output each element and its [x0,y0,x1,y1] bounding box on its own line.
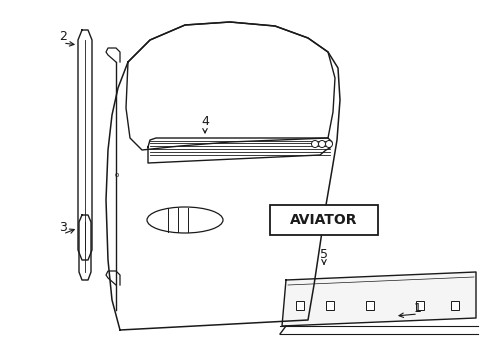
Bar [415,301,423,310]
Text: o: o [115,172,119,178]
Text: 5: 5 [319,248,327,261]
FancyBboxPatch shape [269,205,377,235]
Bar [325,301,333,310]
Bar [295,301,304,310]
Bar [365,301,373,310]
Text: 4: 4 [201,116,208,129]
Circle shape [325,140,332,148]
Circle shape [311,140,318,148]
Text: AVIATOR: AVIATOR [290,213,357,227]
Text: 1: 1 [413,301,421,315]
Text: 3: 3 [59,221,67,234]
Polygon shape [282,272,475,326]
Ellipse shape [147,207,223,233]
Text: 2: 2 [59,31,67,44]
Circle shape [318,140,325,148]
Bar [450,301,458,310]
